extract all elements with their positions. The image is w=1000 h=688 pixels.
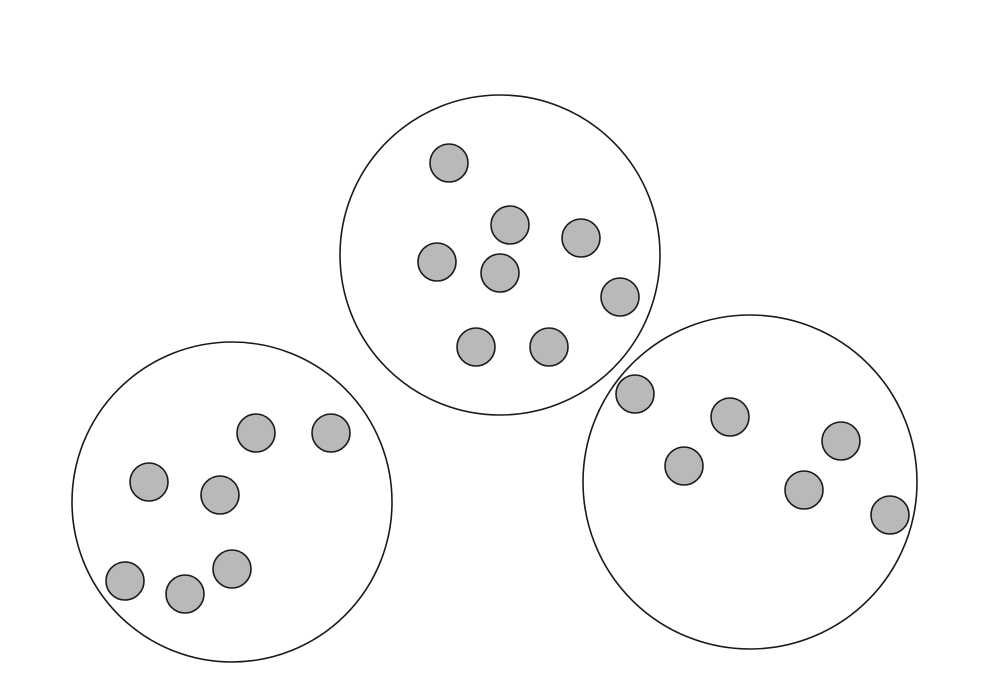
group-bottom-left-dot — [212, 549, 252, 589]
group-top-dot — [417, 242, 457, 282]
group-bottom-left-dot — [105, 561, 145, 601]
group-top-boundary — [339, 94, 661, 416]
group-top-dot — [456, 327, 496, 367]
group-top-dot — [561, 218, 601, 258]
group-bottom-left-dot — [236, 413, 276, 453]
group-bottom-left-dot — [311, 413, 351, 453]
group-bottom-right-dot — [870, 495, 910, 535]
group-bottom-right-dot — [784, 470, 824, 510]
group-bottom-right-dot — [821, 421, 861, 461]
group-top — [339, 94, 661, 416]
group-bottom-right — [582, 314, 918, 650]
group-top-dot — [529, 327, 569, 367]
group-top-dot — [480, 253, 520, 293]
group-bottom-right-dot — [615, 374, 655, 414]
group-bottom-right-boundary — [582, 314, 918, 650]
group-bottom-right-dot — [710, 397, 750, 437]
group-top-dot — [429, 143, 469, 183]
group-bottom-left-dot — [200, 475, 240, 515]
group-bottom-right-dot — [664, 446, 704, 486]
group-bottom-left — [71, 341, 393, 663]
group-bottom-left-dot — [165, 574, 205, 614]
group-bottom-left-boundary — [71, 341, 393, 663]
group-bottom-left-dot — [129, 462, 169, 502]
group-top-dot — [490, 205, 530, 245]
group-top-dot — [600, 277, 640, 317]
